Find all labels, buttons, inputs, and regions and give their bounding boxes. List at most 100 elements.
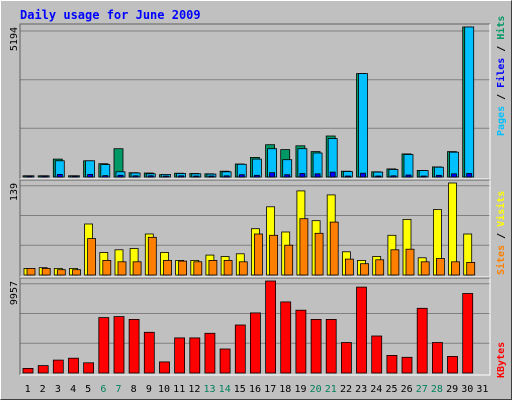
bar-kbytes (249, 312, 261, 374)
plot-border (20, 180, 491, 278)
legend-entry: Hits (495, 16, 507, 40)
bar-kbytes (68, 357, 79, 374)
bar-pages (466, 173, 473, 178)
bar-sites (329, 221, 339, 276)
bar-pages (193, 175, 200, 178)
bar-pages (284, 174, 291, 178)
bar-kbytes (295, 309, 307, 374)
day-label: 19 (294, 384, 306, 395)
bar-sites (238, 261, 248, 276)
bar-sites (223, 259, 233, 276)
bar-sites (87, 238, 96, 276)
bar-sites (178, 260, 188, 276)
bar-kbytes (37, 365, 49, 374)
legend-entry: Sites (495, 245, 507, 275)
bar-kbytes (143, 331, 155, 374)
bar-sites (102, 259, 112, 276)
day-label: 14 (219, 384, 231, 395)
bar-pages (223, 175, 230, 178)
bar-sites (72, 269, 81, 276)
bar-sites (344, 258, 354, 276)
bar-kbytes (386, 354, 398, 374)
legend-entry: / (496, 88, 507, 106)
day-label: 6 (100, 384, 106, 395)
bar-sites (284, 244, 294, 276)
day-label: 4 (70, 384, 76, 395)
bar-pages (163, 175, 169, 178)
day-label: 15 (234, 384, 246, 395)
bar-sites (253, 233, 263, 276)
bar-pages (208, 175, 215, 178)
day-label: 12 (188, 384, 200, 395)
plot-border (19, 179, 490, 277)
day-label: 29 (446, 384, 458, 395)
bar-pages (314, 173, 321, 178)
bar-kbytes (234, 324, 246, 374)
bar-pages (178, 175, 185, 178)
day-label: 22 (340, 384, 352, 395)
day-label: 18 (279, 384, 291, 395)
day-label: 3 (55, 384, 61, 395)
day-label: 2 (40, 384, 46, 395)
bar-files (100, 164, 111, 178)
chart-title: Daily usage for June 2009 (20, 8, 201, 22)
bar-kbytes (159, 361, 170, 374)
bar-sites (314, 232, 324, 276)
bar-sites (375, 259, 385, 276)
legend-entry: KBytes (496, 342, 507, 378)
bar-kbytes (310, 318, 322, 374)
plot-border (19, 277, 490, 375)
bar-kbytes (52, 359, 64, 374)
legend-entry: / (496, 40, 507, 58)
bar-kbytes (325, 318, 337, 374)
bar-files (251, 158, 262, 178)
bar-pages (238, 174, 245, 178)
day-label: 13 (203, 384, 215, 395)
plot-border (20, 278, 491, 376)
bar-sites (269, 234, 279, 276)
bar-pages (390, 175, 397, 178)
day-label: 25 (385, 384, 397, 395)
day-label: 26 (401, 384, 413, 395)
bar-pages (132, 175, 139, 178)
bar-kbytes (128, 318, 140, 374)
day-label: 7 (115, 384, 121, 395)
bar-pages (329, 171, 336, 178)
bar-kbytes (401, 356, 413, 374)
day-axis-labels: 1 2 3 4 5 6 7 8 9 10 11 12 13 14 15 16 17 18 19 20 21 22 23 24 2… (25, 384, 489, 395)
plot-border (19, 23, 490, 179)
bar-kbytes (280, 301, 292, 374)
bar-sites (117, 261, 127, 276)
bar-sites (147, 236, 157, 276)
day-label: 30 (461, 384, 473, 395)
bar-kbytes (189, 337, 201, 374)
bar-pages (26, 175, 33, 178)
bar-files (449, 151, 459, 178)
plot-border (20, 24, 491, 180)
bar-files (358, 73, 368, 178)
ymax-label-hits: 5194 (9, 27, 20, 51)
bar-sites (193, 261, 203, 276)
bar-kbytes (98, 317, 110, 374)
bar-kbytes (22, 367, 34, 374)
day-label: 27 (416, 384, 428, 395)
bar-kbytes (204, 332, 216, 374)
bar-kbytes (371, 335, 383, 374)
bar-pages (451, 173, 457, 178)
bar-files (327, 138, 338, 178)
legend-sites-visits: Sites / Visits (495, 191, 507, 275)
day-label: 21 (325, 384, 337, 395)
day-label: 1 (25, 384, 31, 395)
bar-pages (435, 174, 442, 178)
day-label: 24 (370, 384, 382, 395)
day-label: 20 (310, 384, 322, 395)
bar-pages (87, 173, 93, 178)
bar-visits (448, 182, 457, 276)
day-label: 10 (158, 384, 170, 395)
bar-pages (253, 174, 260, 178)
bar-kbytes (340, 342, 352, 374)
bar-pages (420, 175, 427, 178)
legend-entry: Files (495, 58, 507, 88)
